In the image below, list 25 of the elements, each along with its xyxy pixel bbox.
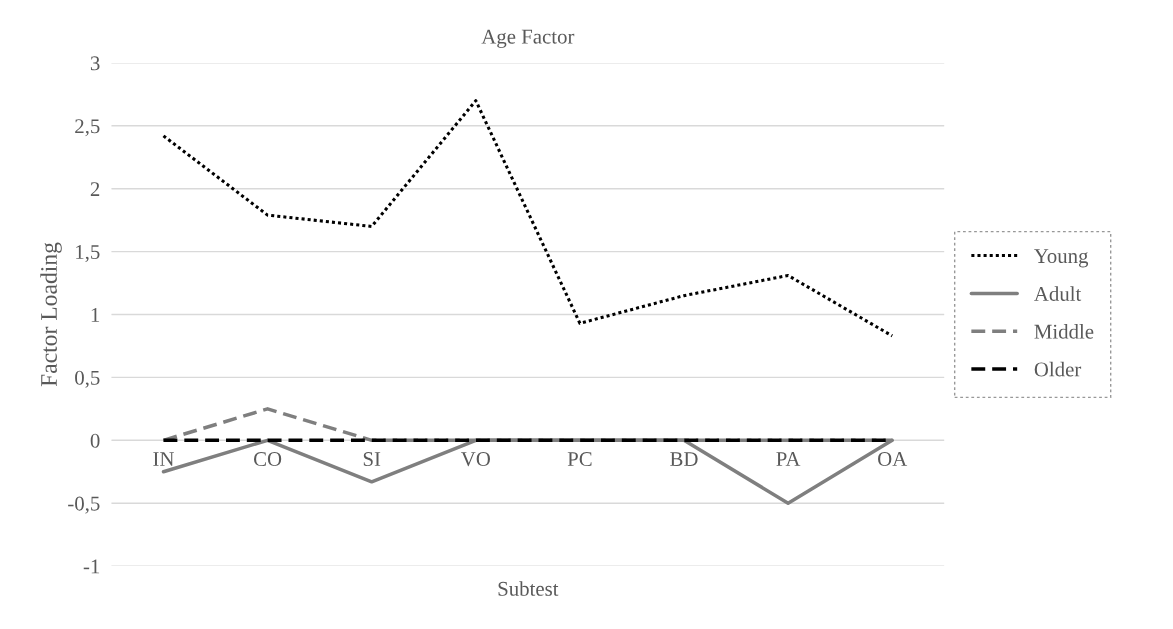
x-tick-label: IN [153,452,174,466]
y-axis-title: Factor Loading [40,242,62,387]
chart-title: Age Factor [481,29,575,48]
x-axis-title: Subtest [498,581,559,596]
x-tick-label: BD [670,452,698,466]
x-tick-label: CO [253,452,282,467]
legend-label: Adult [1034,286,1082,301]
y-tick-label: 0,5 [75,370,100,388]
y-tick-label: 2,5 [75,119,100,137]
legend-label: Young [1034,249,1089,268]
x-tick-label: PC [567,452,592,467]
line-series [161,99,894,338]
y-tick-label: 0 [90,433,100,448]
x-tick-label: SI [363,452,381,467]
legend-label: Middle [1034,324,1094,339]
x-tick-label: PA [776,452,801,466]
y-tick-label: 1,5 [76,245,100,263]
y-tick-label: 3 [90,56,100,71]
y-tick-label: 2 [90,182,100,196]
y-tick-label: -1 [83,559,100,574]
x-tick-label: VO [460,452,490,467]
legend-label: Older [1034,361,1082,377]
y-tick-label: 1 [91,307,100,322]
x-tick-label: OA [878,452,908,467]
y-tick-label: -0,5 [68,496,100,514]
